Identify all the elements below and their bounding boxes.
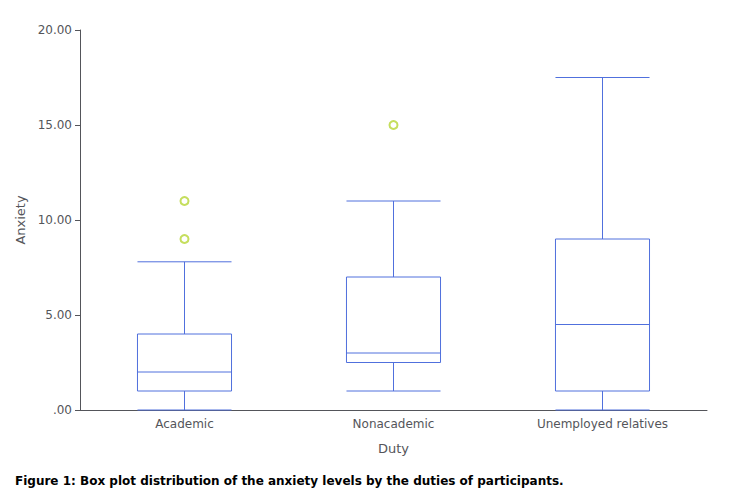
- svg-text:20.00: 20.00: [38, 23, 72, 37]
- svg-text:Unemployed relatives: Unemployed relatives: [537, 417, 668, 431]
- svg-text:10.00: 10.00: [38, 213, 72, 227]
- svg-text:Duty: Duty: [378, 441, 409, 456]
- svg-text:Nonacademic: Nonacademic: [353, 417, 435, 431]
- svg-text:Anxiety: Anxiety: [13, 195, 28, 245]
- svg-text:Figure 1: Box plot distributio: Figure 1: Box plot distribution of the a…: [15, 474, 564, 488]
- svg-text:.00: .00: [53, 403, 72, 417]
- svg-text:5.00: 5.00: [45, 308, 72, 322]
- svg-text:15.00: 15.00: [38, 118, 72, 132]
- svg-text:Academic: Academic: [155, 417, 214, 431]
